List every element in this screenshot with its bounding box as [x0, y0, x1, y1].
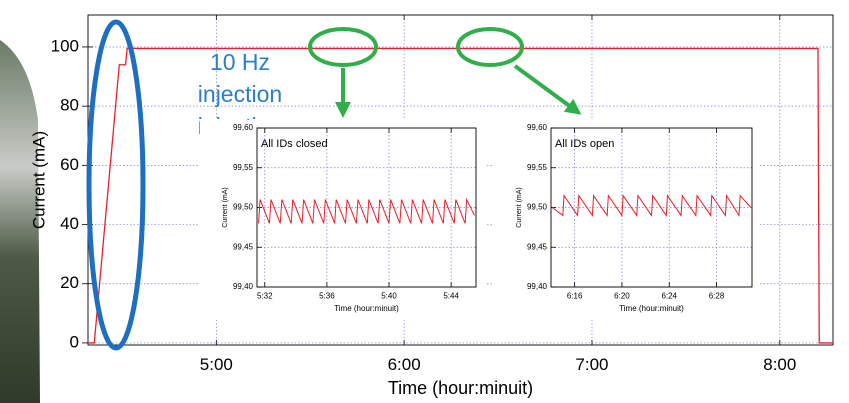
- y-tick-label: 99,55: [233, 163, 254, 172]
- background-photo: [0, 40, 40, 403]
- y-tick-label: 99,55: [527, 163, 548, 172]
- highlight-ellipse: [456, 27, 524, 67]
- y-tick-label: 99,40: [233, 282, 254, 291]
- inset-title: All IDs open: [555, 138, 614, 150]
- y-axis-label: Current (mA): [222, 187, 229, 227]
- x-axis-label: Time (hour:minuit): [388, 378, 533, 398]
- inset-chart: 99,40 99,45 99,50 99,55 99,60 6:16 6:20 6:24 6:2…: [492, 120, 760, 320]
- y-axis-label: Current (mA): [516, 187, 523, 227]
- annotation: 10 Hz: [210, 49, 270, 75]
- y-tick-label: 0: [70, 332, 79, 351]
- x-tick-label: 5:44: [443, 292, 459, 301]
- y-tick-label: 99,45: [527, 242, 548, 251]
- x-tick-label: 6:00: [388, 355, 421, 374]
- highlight-ellipse: [308, 27, 378, 67]
- x-tick-label: 6:24: [661, 292, 677, 301]
- x-axis-label: Time (hour:minuit): [334, 304, 399, 313]
- arrow: [513, 64, 582, 115]
- y-tick-label: 60: [60, 155, 79, 174]
- x-tick-label: 6:16: [567, 292, 583, 301]
- plot-frame: [256, 127, 477, 288]
- x-tick-label: 6:28: [709, 292, 725, 301]
- x-axis-label: Time (hour:minuit): [619, 304, 684, 313]
- y-tick-label: 20: [60, 273, 79, 292]
- x-tick-label: 6:20: [614, 292, 630, 301]
- y-tick-label: 99,60: [233, 123, 254, 132]
- y-tick-label: 99,50: [527, 203, 548, 212]
- x-tick-label: 5:40: [381, 292, 397, 301]
- x-tick-label: 5:00: [200, 355, 233, 374]
- y-tick-label: 99,45: [233, 242, 254, 251]
- inset-title: All IDs closed: [261, 138, 328, 150]
- highlight-ellipse: [86, 19, 146, 351]
- y-tick-label: 40: [60, 214, 79, 233]
- data-line: [551, 193, 752, 218]
- annotation: injection: [198, 81, 282, 107]
- y-axis-label: Current (mA): [29, 131, 48, 229]
- data-line: [258, 197, 475, 224]
- y-tick-label: 100: [51, 36, 79, 55]
- y-tick-label: 99,60: [527, 123, 548, 132]
- inset-chart: 99,40 99,45 99,50 99,55 99,60 5:32 5:36 5:40 5:4…: [200, 120, 486, 320]
- y-tick-label: 80: [60, 96, 79, 115]
- x-tick-label: 5:32: [257, 292, 273, 301]
- x-tick-label: 7:00: [575, 355, 608, 374]
- x-tick-label: 5:36: [319, 292, 335, 301]
- plot-frame: [550, 127, 753, 288]
- y-tick-label: 99,40: [527, 282, 548, 291]
- annotation-shapes: [86, 19, 582, 351]
- y-tick-label: 99,50: [233, 203, 254, 212]
- x-tick-label: 8:00: [763, 355, 796, 374]
